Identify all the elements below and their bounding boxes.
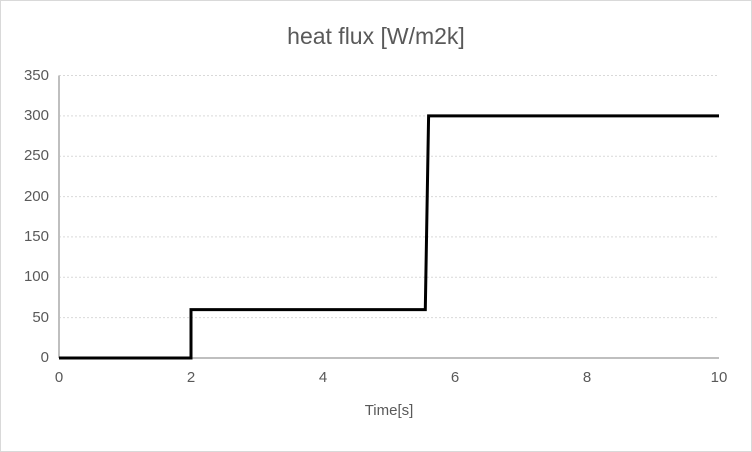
x-tick-label-10: 10 — [710, 369, 728, 386]
x-tick-label-6: 6 — [450, 369, 460, 386]
series-line-heat-flux — [59, 114, 719, 360]
chart-title: heat flux [W/m2k] — [287, 23, 465, 49]
x-tick-label-4: 4 — [318, 369, 328, 386]
x-tick-label-2: 2 — [186, 369, 196, 386]
y-tick-label-100: 100 — [23, 268, 49, 286]
x-axis-title: Time[s] — [364, 402, 414, 419]
y-tick-label-150: 150 — [23, 227, 49, 245]
x-tick-label-8: 8 — [582, 369, 592, 386]
y-tick-label-50: 50 — [32, 308, 49, 326]
x-tick-label-0: 0 — [54, 369, 64, 386]
y-tick-label-300: 300 — [23, 106, 49, 124]
y-tick-label-200: 200 — [23, 187, 49, 205]
y-tick-label-0: 0 — [40, 349, 49, 366]
y-tick-label-350: 350 — [23, 66, 49, 84]
y-tick-label-250: 250 — [23, 147, 49, 165]
